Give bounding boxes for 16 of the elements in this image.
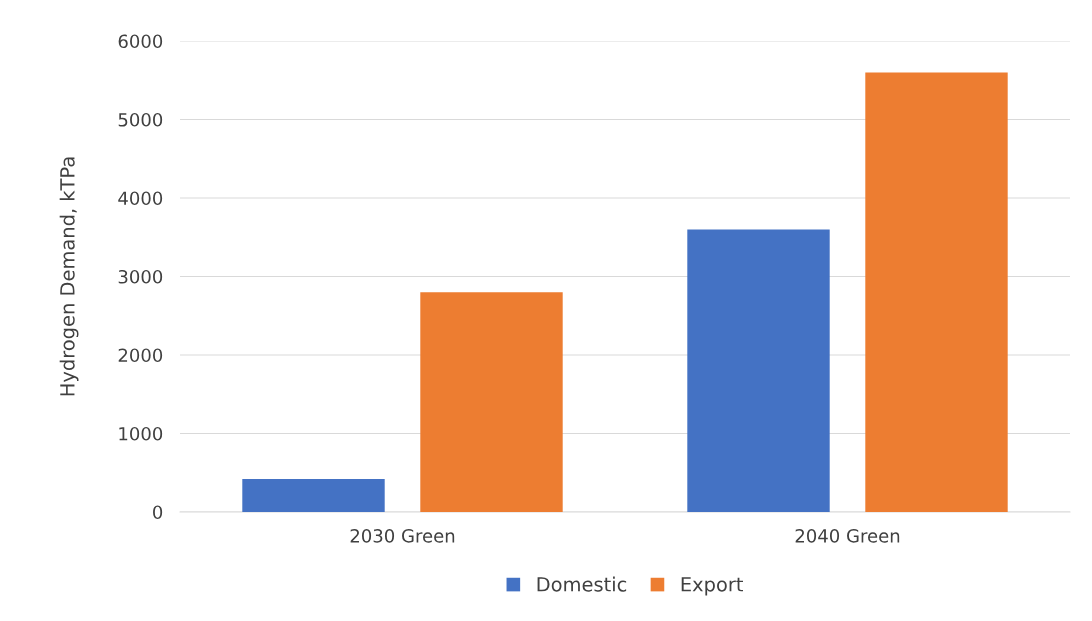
bar bbox=[242, 479, 385, 512]
y-axis-title: Hydrogen Demand, kTPa bbox=[59, 157, 79, 396]
legend-label: Export bbox=[681, 577, 743, 596]
y-tick-label: 4000 bbox=[118, 191, 163, 206]
x-tick-label: 2040 Green bbox=[795, 528, 900, 543]
y-tick-label: 2000 bbox=[118, 348, 163, 363]
y-tick-label: 6000 bbox=[118, 34, 163, 49]
y-tick-label: 1000 bbox=[119, 426, 163, 441]
y-tick-label: 0 bbox=[153, 505, 163, 520]
legend-label: Domestic bbox=[537, 576, 627, 592]
y-tick-label: 3000 bbox=[118, 269, 163, 284]
y-tick-label: 5000 bbox=[118, 112, 163, 127]
x-tick-label: 2030 Green bbox=[350, 528, 455, 543]
bar bbox=[687, 229, 830, 512]
bar bbox=[865, 72, 1008, 512]
bar bbox=[420, 292, 563, 512]
